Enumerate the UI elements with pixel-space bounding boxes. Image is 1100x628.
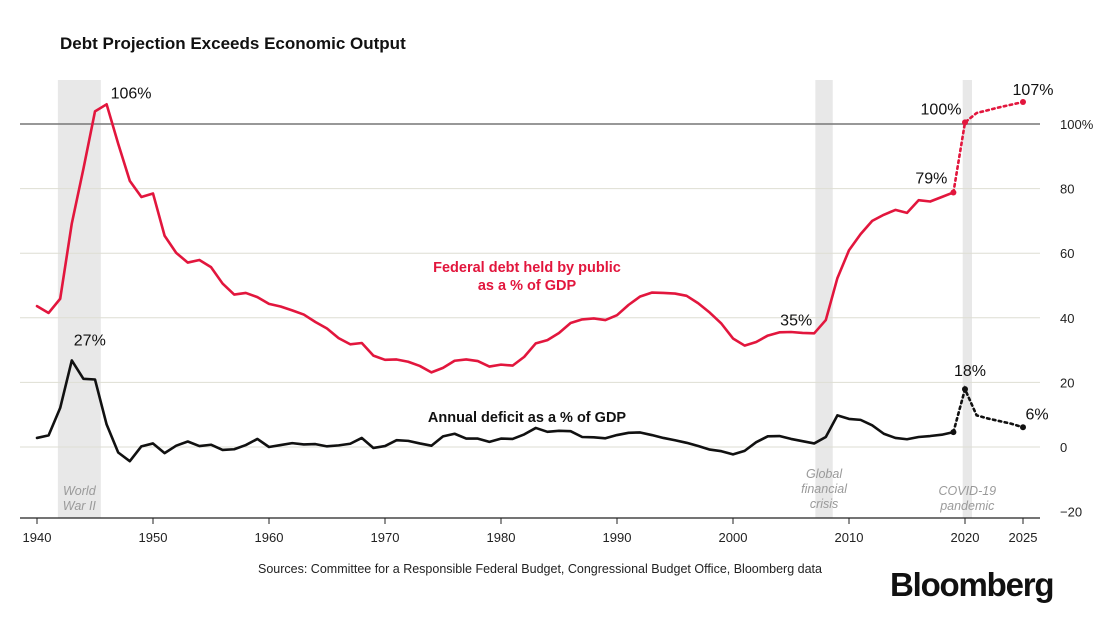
shade-label: crisis <box>810 497 838 511</box>
series-label: Annual deficit as a % of GDP <box>428 410 627 426</box>
data-label: 6% <box>1025 406 1048 423</box>
shade-label: War II <box>63 499 97 513</box>
shade-label: pandemic <box>939 499 995 513</box>
shade-band <box>815 80 833 518</box>
y-axis: 100% 80 60 40 20 0 −20 <box>1060 117 1094 520</box>
x-tick-label: 1970 <box>371 530 400 545</box>
x-tick-label: 2020 <box>951 530 980 545</box>
x-axis: 1940 1950 1960 1970 1980 1990 2000 2010 2020 2025 <box>20 517 1040 545</box>
x-tick-label: 1990 <box>603 530 632 545</box>
x-tick-label: 1950 <box>139 530 168 545</box>
series-marker <box>962 119 968 126</box>
series-marker <box>950 189 957 196</box>
shade-label: World <box>63 484 97 498</box>
y-tick-label: −20 <box>1060 505 1082 520</box>
y-tick-label: 80 <box>1060 182 1074 197</box>
series-marker <box>962 386 968 393</box>
series-label: as a % of GDP <box>478 278 577 294</box>
chart-title: Debt Projection Exceeds Economic Output <box>60 34 406 53</box>
y-tick-label: 20 <box>1060 375 1074 390</box>
shade-label: COVID-19 <box>938 484 996 498</box>
gridlines <box>20 123 1040 448</box>
data-label: 27% <box>74 332 106 349</box>
y-tick-label: 60 <box>1060 246 1074 261</box>
shade-band <box>57 80 101 518</box>
series-layer: Federal debt held by public as a % of GDP… <box>35 99 1026 463</box>
shade-label: financial <box>801 482 848 496</box>
data-label: 18% <box>954 363 986 380</box>
y-tick-label: 0 <box>1060 440 1067 455</box>
shade-band <box>962 80 972 518</box>
annotations: 106% 35% 79% 100% 107% 27% 18% 6% <box>74 82 1054 423</box>
series-line <box>35 102 955 374</box>
sources-note: Sources: Committee for a Responsible Fed… <box>258 562 822 576</box>
series-marker <box>1020 424 1026 431</box>
series-label: Federal debt held by public <box>433 260 621 276</box>
x-tick-label: 2025 <box>1009 530 1038 545</box>
x-tick-label: 1980 <box>487 530 516 545</box>
y-tick-label: 100% <box>1060 117 1094 132</box>
bloomberg-logo: Bloomberg <box>890 566 1055 603</box>
data-label: 79% <box>915 170 947 187</box>
shade-label: Global <box>806 467 843 481</box>
x-tick-label: 1940 <box>23 530 52 545</box>
x-tick-label: 2010 <box>835 530 864 545</box>
x-tick-label: 1960 <box>255 530 284 545</box>
series-marker <box>1020 99 1026 106</box>
data-label: 35% <box>780 312 812 329</box>
series-line <box>35 359 955 463</box>
data-label: 107% <box>1013 82 1054 99</box>
data-label: 100% <box>921 101 962 118</box>
series-marker <box>950 429 957 436</box>
data-label: 106% <box>111 85 152 102</box>
x-tick-label: 2000 <box>719 530 748 545</box>
y-tick-label: 40 <box>1060 311 1074 326</box>
